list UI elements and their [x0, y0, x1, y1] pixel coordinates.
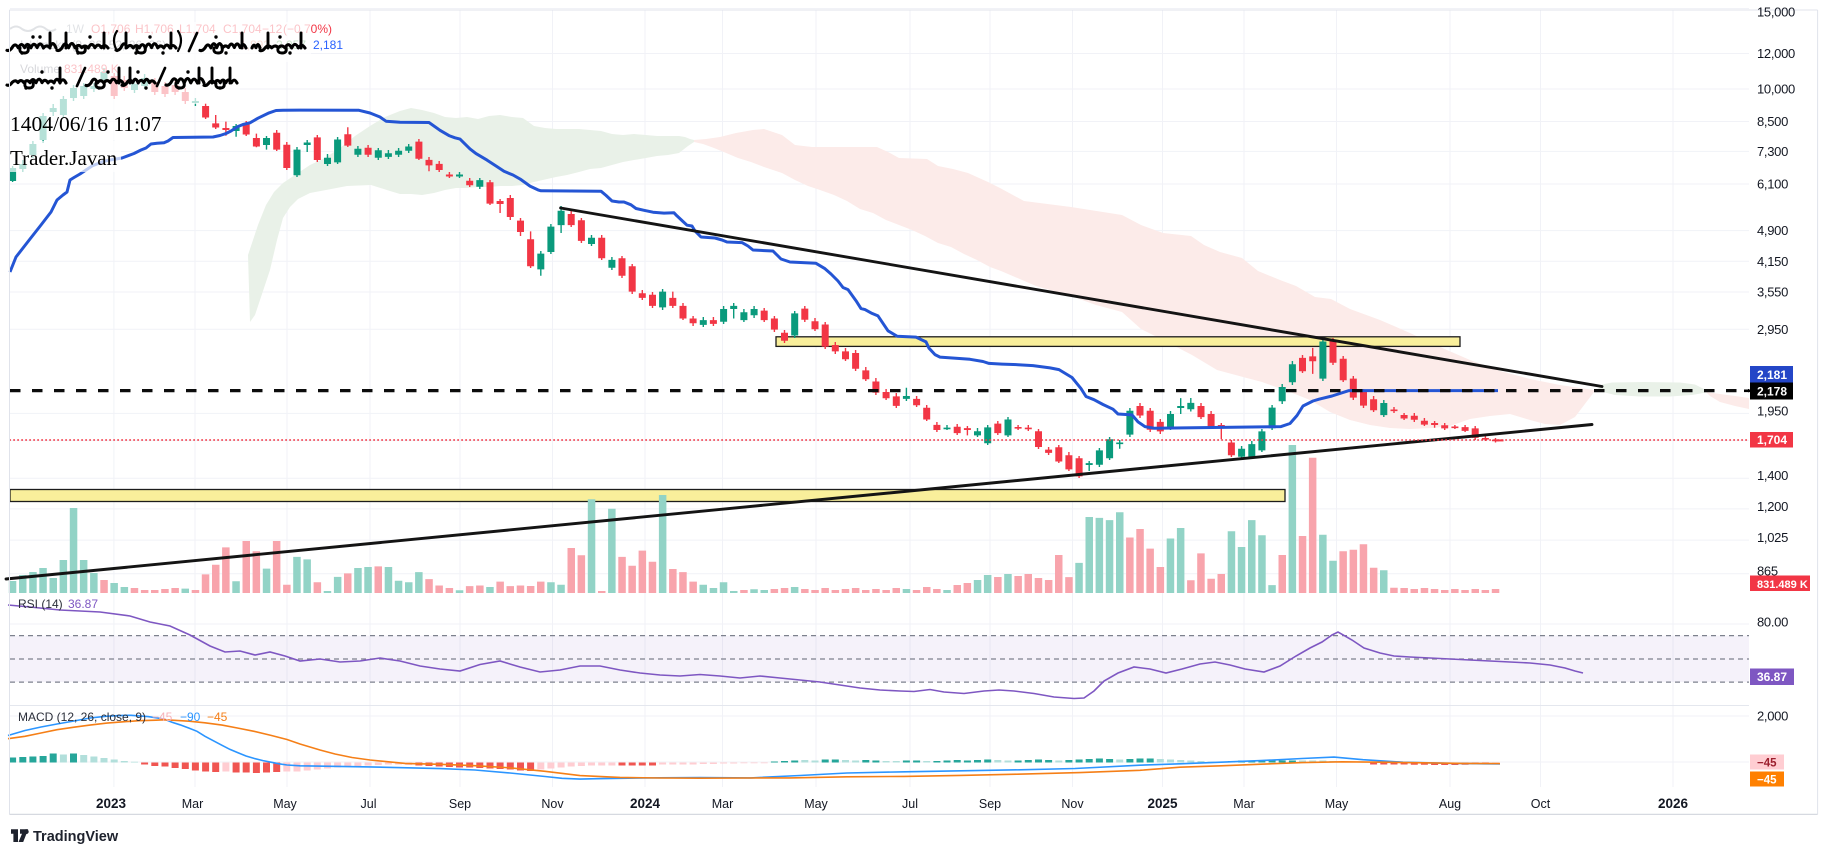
svg-text:Nov: Nov	[1061, 797, 1084, 811]
svg-text:−45: −45	[1757, 775, 1777, 787]
svg-text:Aug: Aug	[1439, 797, 1461, 811]
svg-text:1,200: 1,200	[1757, 499, 1788, 514]
svg-text:8,500: 8,500	[1757, 114, 1788, 129]
svg-text:May: May	[1325, 797, 1349, 811]
svg-text:May: May	[804, 797, 828, 811]
svg-text:36.87: 36.87	[68, 597, 98, 611]
svg-text:Mar: Mar	[712, 797, 734, 811]
svg-text:Jul: Jul	[361, 797, 377, 811]
svg-text:−45: −45	[1757, 758, 1777, 770]
svg-text:Mar: Mar	[1233, 797, 1255, 811]
svg-text:10,000: 10,000	[1757, 82, 1795, 97]
svg-text:2,000: 2,000	[1757, 709, 1788, 724]
svg-text:Jul: Jul	[902, 797, 918, 811]
svg-text:2024: 2024	[630, 796, 661, 811]
svg-text:1,704: 1,704	[1757, 433, 1787, 447]
svg-text:6,100: 6,100	[1757, 177, 1788, 192]
svg-text:MACD (12, 26, close, 9): MACD (12, 26, close, 9)	[18, 710, 146, 724]
svg-text:2,181: 2,181	[1757, 368, 1787, 382]
svg-text:1,400: 1,400	[1757, 468, 1788, 483]
svg-text:2,181: 2,181	[313, 38, 343, 52]
svg-text:2025: 2025	[1147, 796, 1178, 811]
svg-text:May: May	[273, 797, 297, 811]
svg-text:12,000: 12,000	[1757, 46, 1795, 61]
svg-text:Sep: Sep	[979, 797, 1001, 811]
svg-text:1404/06/16 11:07: 1404/06/16 11:07	[10, 112, 162, 136]
svg-text:1,950: 1,950	[1757, 403, 1788, 418]
svg-text:4,150: 4,150	[1757, 254, 1788, 269]
svg-text:7,300: 7,300	[1757, 144, 1788, 159]
svg-text:3,550: 3,550	[1757, 285, 1788, 300]
svg-text:Trader.Javan: Trader.Javan	[10, 146, 118, 170]
svg-text:−45: −45	[207, 710, 228, 724]
svg-text:36.87: 36.87	[1757, 670, 1787, 684]
svg-text:Nov: Nov	[541, 797, 564, 811]
svg-text:2023: 2023	[96, 796, 127, 811]
svg-text:2,950: 2,950	[1757, 322, 1788, 337]
svg-text:865: 865	[1757, 564, 1778, 579]
svg-text:4,900: 4,900	[1757, 223, 1788, 238]
svg-text:2,178: 2,178	[1757, 385, 1787, 399]
svg-text:15,000: 15,000	[1757, 5, 1795, 20]
svg-text:TradingView: TradingView	[33, 829, 119, 845]
svg-text:Mar: Mar	[182, 797, 204, 811]
svg-text:2026: 2026	[1658, 796, 1689, 811]
svg-text:−45: −45	[152, 710, 173, 724]
svg-text:RSI (14): RSI (14)	[18, 597, 63, 611]
svg-text:1,025: 1,025	[1757, 530, 1788, 545]
svg-text:831.489 K: 831.489 K	[1757, 579, 1808, 591]
svg-text:−90: −90	[180, 710, 201, 724]
svg-text:Oct: Oct	[1531, 797, 1551, 811]
svg-text:80.00: 80.00	[1757, 615, 1788, 630]
svg-text:Sep: Sep	[449, 797, 471, 811]
